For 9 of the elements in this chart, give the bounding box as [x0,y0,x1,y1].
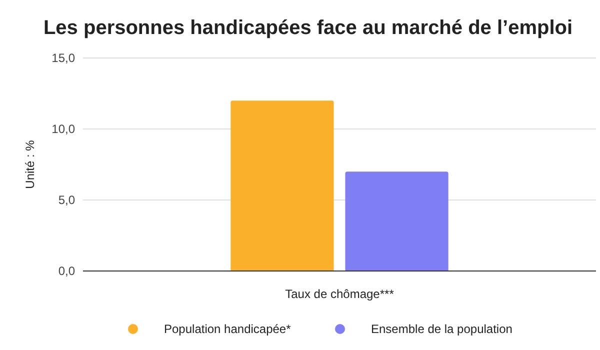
x-tick-label: Taux de chômage*** [285,287,394,301]
legend-label: Population handicapée* [164,322,292,336]
y-tick-label: 5,0 [58,193,76,208]
y-axis-title: Unité : % [23,140,37,189]
legend-label: Ensemble de la population [371,322,512,336]
y-tick-label: 15,0 [52,51,76,66]
y-tick-label: 0,0 [58,264,76,278]
y-tick-label: 10,0 [52,122,76,136]
chart-title: Les personnes handicapées face au marché de l’emploi [43,17,573,39]
